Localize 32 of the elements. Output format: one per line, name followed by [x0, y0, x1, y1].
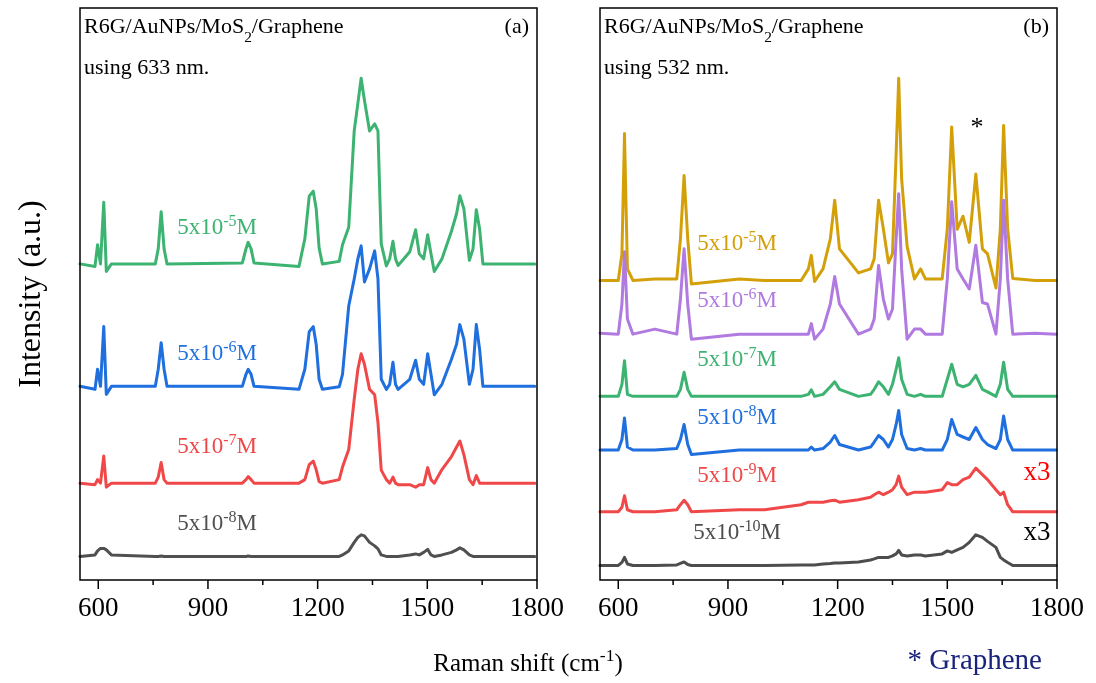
x-tick-label: 1200 — [290, 592, 345, 622]
annotation: * — [970, 112, 984, 141]
text: (b) — [1023, 13, 1049, 38]
series-label: 5x10$^{-7}$M — [177, 430, 258, 459]
x-tick-label: 1800 — [510, 592, 564, 622]
series-label: 5x10$^{-7}$M — [697, 343, 778, 372]
series-label: 5x10$^{-8}$M — [697, 401, 778, 430]
text: (a) — [504, 13, 529, 38]
series-label: 5x10$^{-6}$M — [177, 337, 258, 366]
annotation: x3 — [1023, 456, 1051, 486]
x-tick-label: 900 — [707, 592, 749, 622]
x-axis-title: Raman shift (cm$^{-1}$) — [433, 645, 623, 677]
x-tick-label: 1200 — [810, 592, 865, 622]
series-label: 5x10$^{-5}$M — [177, 211, 258, 239]
series-label: 5x10$^{-9}$M — [697, 459, 778, 487]
chart-subtitle: using 633 nm. — [84, 54, 210, 79]
series-label: 5x10$^{-10}$M — [693, 516, 782, 545]
chart-title: R6G/AuNPs/MoS$_{2}$/Graphene — [84, 13, 344, 45]
x-tick-label: 1500 — [920, 592, 975, 622]
x-tick-label: 1500 — [400, 592, 455, 622]
series-label: 5x10$^{-8}$M — [177, 507, 258, 536]
annotation: x3 — [1023, 516, 1051, 546]
text: * Graphene — [907, 643, 1042, 675]
x-tick-label: 600 — [78, 592, 119, 622]
series-label: 5x10$^{-6}$M — [697, 284, 778, 313]
x-tick-label: 600 — [598, 592, 639, 622]
y-axis-title: Intensity (a.u.) — [11, 200, 47, 388]
x-tick-label: 1800 — [1030, 592, 1084, 622]
series-label: 5x10$^{-5}$M — [697, 227, 778, 256]
x-tick-label: 900 — [187, 592, 229, 622]
chart-title: R6G/AuNPs/MoS$_{2}$/Graphene — [604, 13, 864, 45]
chart-subtitle: using 532 nm. — [604, 54, 730, 79]
